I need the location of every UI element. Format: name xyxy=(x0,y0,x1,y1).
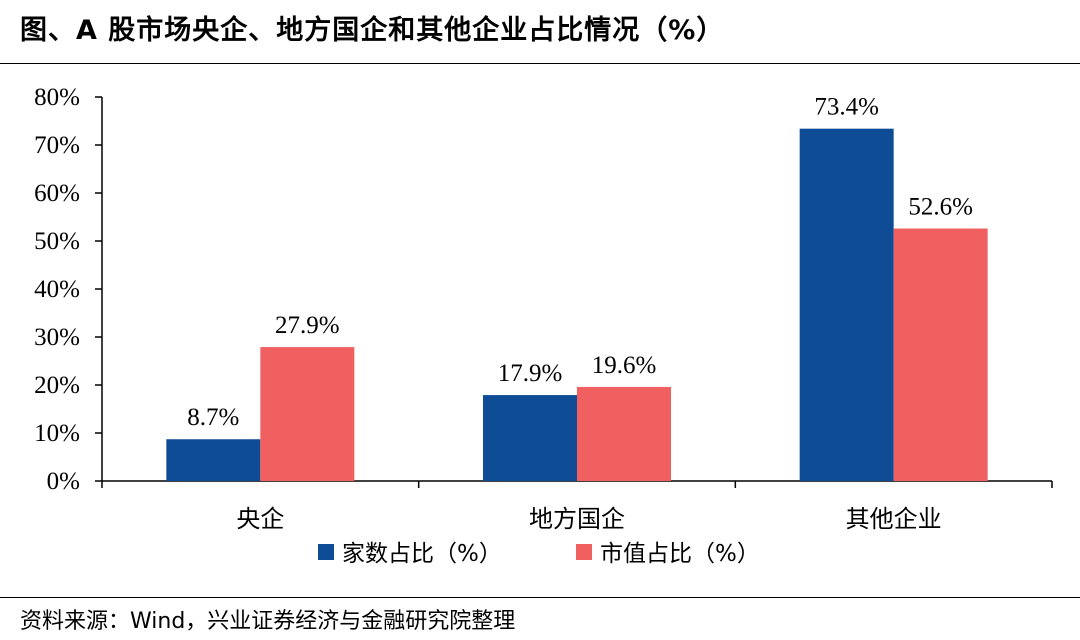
bar xyxy=(799,128,894,481)
y-tick-label: 30% xyxy=(34,324,80,351)
legend-label: 家数占比（%） xyxy=(342,541,502,567)
x-axis: 央企 地方国企 其他企业 xyxy=(101,480,1053,533)
x-category-label: 其他企业 xyxy=(846,505,942,533)
x-category-label: 央企 xyxy=(236,505,284,533)
bar xyxy=(260,347,355,481)
top-divider xyxy=(0,63,1080,64)
data-label: 8.7% xyxy=(187,404,239,431)
data-label: 19.6% xyxy=(592,352,657,379)
y-tick-label: 60% xyxy=(34,180,80,207)
x-category-label: 地方国企 xyxy=(529,505,625,533)
y-tick-label: 20% xyxy=(34,372,80,399)
legend-swatch xyxy=(318,544,334,560)
y-axis: 0% 10% 20% 30% 40% 50% 60% 70% 80% xyxy=(34,84,103,495)
y-tick-label: 40% xyxy=(34,276,80,303)
chart-title: 图、A 股市场央企、地方国企和其他企业占比情况（%） xyxy=(20,15,725,46)
y-tick-label: 50% xyxy=(34,228,80,255)
y-tick-label: 0% xyxy=(47,468,80,495)
bar xyxy=(893,228,988,481)
bar-chart: 0% 10% 20% 30% 40% 50% 60% 70% 80% 央企 地方国企 其他企业 8.… xyxy=(34,84,1053,567)
legend-swatch xyxy=(576,544,592,560)
data-label: 17.9% xyxy=(498,360,563,387)
legend-label: 市值占比（%） xyxy=(600,541,760,567)
y-tick-label: 10% xyxy=(34,420,80,447)
bar xyxy=(166,439,261,481)
data-label: 73.4% xyxy=(814,94,879,121)
bar xyxy=(483,395,577,481)
legend: 家数占比（%） 市值占比（%） xyxy=(318,541,760,567)
bar xyxy=(577,386,671,481)
bars: 8.7% 17.9% 73.4% 27.9% 19.6% 52.6% xyxy=(166,94,988,481)
data-label: 52.6% xyxy=(908,194,973,221)
y-tick-label: 70% xyxy=(34,132,80,159)
source-note: 资料来源：Wind，兴业证券经济与金融研究院整理 xyxy=(20,609,516,634)
data-label: 27.9% xyxy=(275,312,340,339)
y-tick-label: 80% xyxy=(34,84,80,111)
bottom-divider xyxy=(0,597,1080,598)
